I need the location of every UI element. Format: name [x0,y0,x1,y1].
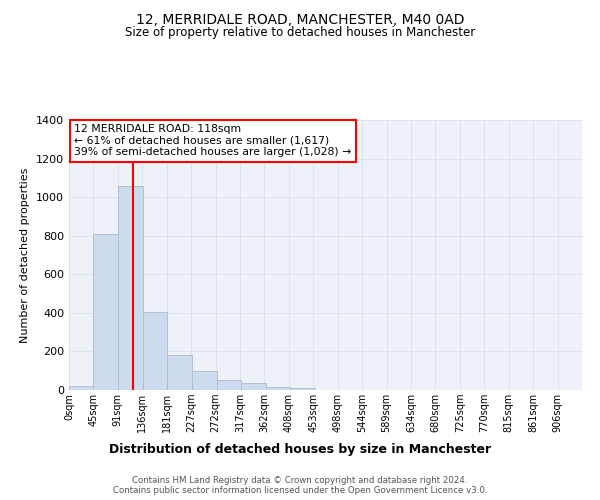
Bar [192,370,217,390]
Text: Contains HM Land Registry data © Crown copyright and database right 2024.: Contains HM Land Registry data © Crown c… [132,476,468,485]
Bar [69,386,94,390]
Bar [94,234,118,390]
Bar [167,355,191,390]
Text: Contains public sector information licensed under the Open Government Licence v3: Contains public sector information licen… [113,486,487,495]
Bar [118,186,143,390]
Bar [266,387,290,390]
Bar [241,383,266,390]
Bar [217,380,241,390]
Text: 12, MERRIDALE ROAD, MANCHESTER, M40 0AD: 12, MERRIDALE ROAD, MANCHESTER, M40 0AD [136,12,464,26]
Text: Distribution of detached houses by size in Manchester: Distribution of detached houses by size … [109,442,491,456]
Y-axis label: Number of detached properties: Number of detached properties [20,168,31,342]
Text: 12 MERRIDALE ROAD: 118sqm
← 61% of detached houses are smaller (1,617)
39% of se: 12 MERRIDALE ROAD: 118sqm ← 61% of detac… [74,124,352,157]
Bar [290,388,315,390]
Text: Size of property relative to detached houses in Manchester: Size of property relative to detached ho… [125,26,475,39]
Bar [143,312,167,390]
